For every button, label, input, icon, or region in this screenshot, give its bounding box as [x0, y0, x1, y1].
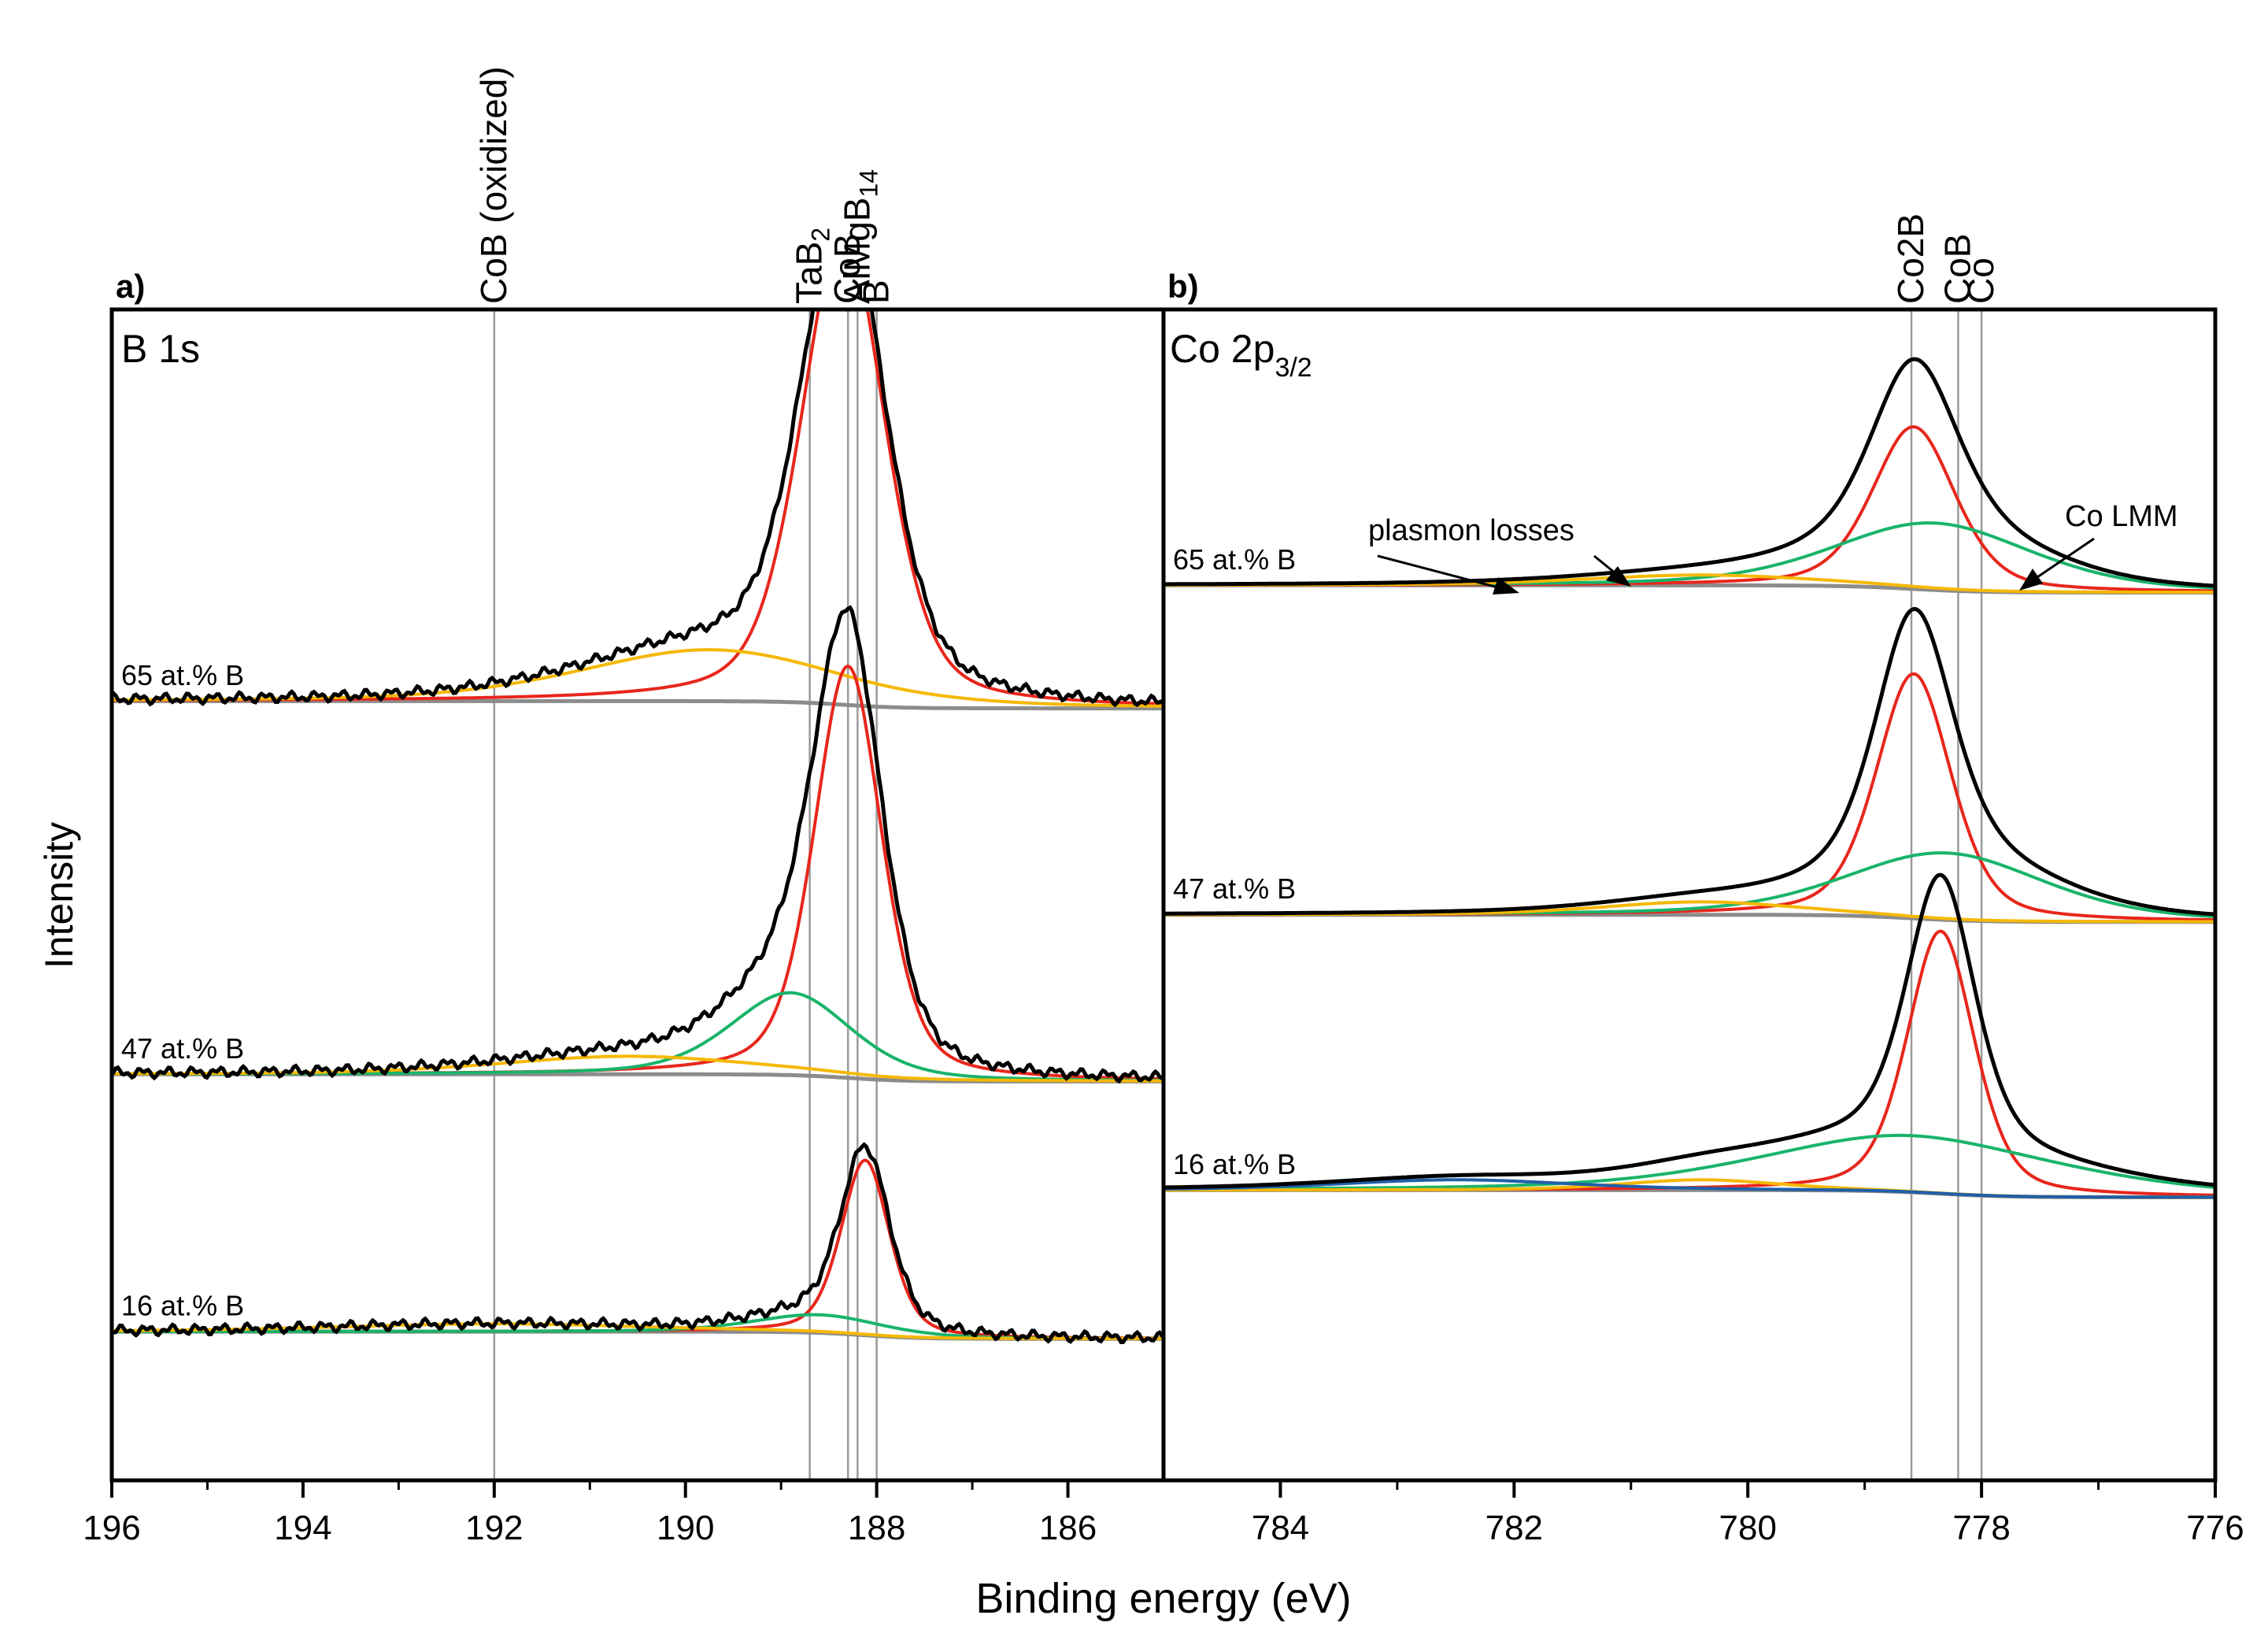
plasmon-arrow-2: [1593, 554, 1616, 575]
plasmon-arrowhead-2: [1606, 566, 1631, 587]
spectrum-2: [112, 1142, 1164, 1345]
reference-label-4: B: [856, 280, 897, 304]
x-tick-label-780: 780: [1719, 1509, 1777, 1547]
panel-a-title: B 1s: [121, 327, 200, 371]
panel-b-label: b): [1167, 268, 1199, 305]
plasmon-losses-label: plasmon losses: [1368, 514, 1574, 547]
plasmon-arrow-1: [1377, 554, 1504, 591]
x-tick-label-778: 778: [1952, 1509, 2010, 1547]
x-axis-label: Binding energy (eV): [975, 1575, 1351, 1622]
x-tick-label-194: 194: [274, 1509, 331, 1547]
measured-spectrum-2: [1164, 872, 2215, 1190]
co-lmm-annotation: Co LMM: [2019, 500, 2178, 591]
reference-label-2: Co: [1960, 257, 2001, 304]
panel-a-label: a): [116, 268, 145, 305]
spectrum-2: [1164, 872, 2215, 1199]
co-lmm-label: Co LMM: [2065, 500, 2178, 533]
spectrum-label-0: 65 at.% B: [121, 659, 244, 691]
reference-label-1: CoB: [1937, 234, 1978, 304]
x-tick-label-192: 192: [465, 1509, 523, 1547]
reference-label-0: Co2B: [1890, 213, 1931, 304]
component-green-2: [1164, 1133, 2215, 1191]
measured-spectrum-1: [112, 605, 1164, 1084]
reference-label-0: CoB (oxidized): [473, 66, 514, 304]
reference-label-2: CoB: [827, 234, 868, 304]
component-blue-2: [1164, 1178, 2215, 1199]
measured-spectrum-1: [1164, 606, 2215, 917]
panel-b-title-sub: 3/2: [1275, 353, 1312, 383]
spectrum-label-0: 65 at.% B: [1173, 543, 1296, 576]
measured-spectrum-0: [112, 309, 1164, 708]
spectrum-label-1: 47 at.% B: [121, 1032, 244, 1065]
x-tick-label-190: 190: [657, 1509, 714, 1547]
spectrum-1: [112, 605, 1164, 1084]
panel-b-title: Co 2p3/2: [1170, 327, 1312, 383]
spectrum-1: [1164, 606, 2215, 924]
plasmon-arrowhead-1: [1493, 577, 1519, 595]
spectrum-label-2: 16 at.% B: [1173, 1148, 1296, 1180]
spectrum-label-2: 16 at.% B: [121, 1290, 244, 1322]
panel-b-frame: [1161, 307, 2218, 1483]
co-lmm-arrowhead: [2019, 569, 2043, 591]
x-tick-label-776: 776: [2186, 1509, 2244, 1547]
measured-spectrum-0: [1164, 357, 2215, 588]
plasmon-losses-annotation: plasmon losses: [1368, 514, 1631, 595]
x-tick-label-782: 782: [1485, 1509, 1543, 1547]
co-lmm-arrow: [2034, 537, 2095, 580]
spectrum-0: [112, 309, 1164, 711]
measured-spectrum-2: [112, 1142, 1164, 1345]
spectrum-label-1: 47 at.% B: [1173, 872, 1296, 905]
x-tick-label-784: 784: [1252, 1509, 1309, 1547]
panel-b-title-main: Co 2p: [1170, 327, 1275, 371]
x-tick-label-188: 188: [848, 1509, 905, 1547]
x-tick-label-186: 186: [1039, 1509, 1097, 1547]
y-axis-label: Intensity: [37, 822, 81, 969]
x-tick-label-196: 196: [83, 1509, 140, 1547]
